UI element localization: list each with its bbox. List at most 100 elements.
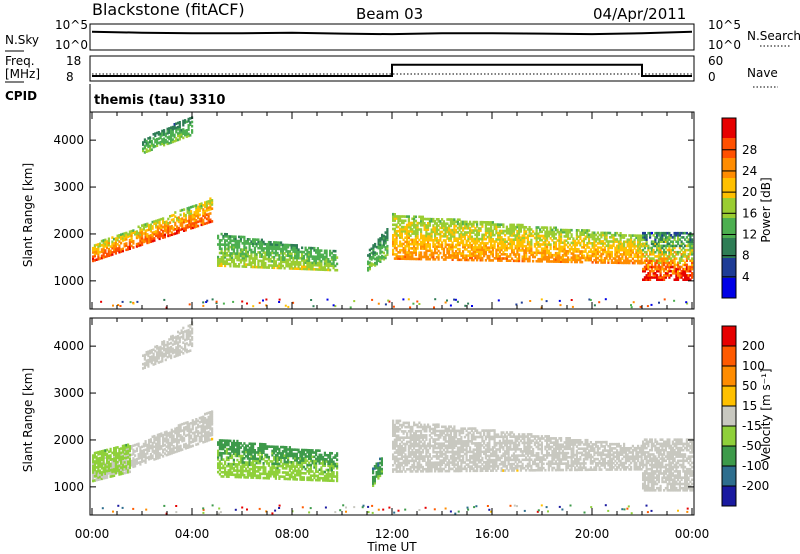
power-cell: [287, 250, 290, 253]
power-cell: [463, 237, 466, 241]
power-cell: [95, 247, 98, 251]
power-cell: [477, 256, 480, 260]
power-cell: [434, 222, 437, 225]
power-cell: [560, 260, 563, 263]
power-cell: [377, 238, 380, 241]
power-cell: [579, 258, 582, 262]
sky-right-tick-top: 10^5: [708, 18, 741, 32]
power-cell: [554, 247, 557, 251]
power-cell: [175, 137, 178, 140]
power-cell: [416, 223, 419, 227]
power-cell: [654, 272, 657, 275]
power-cell: [605, 252, 608, 256]
power-cell: [178, 123, 181, 126]
power-cell: [652, 276, 655, 279]
power-cell: [191, 224, 194, 227]
power-cell: [498, 223, 501, 226]
power-cell: [456, 258, 459, 262]
power-colorbar-tick-label: 16: [742, 206, 757, 220]
power-cell: [158, 220, 161, 224]
power-cell: [414, 232, 417, 235]
power-cell: [637, 259, 640, 263]
power-cell: [523, 255, 526, 259]
power-cell: [563, 249, 566, 253]
power-cell: [575, 248, 578, 251]
power-cell: [643, 259, 646, 262]
power-cell: [591, 246, 594, 249]
power-cell: [467, 231, 470, 234]
power-colorbar-swatch: [722, 198, 736, 218]
power-cell: [153, 222, 156, 225]
power-cell: [225, 258, 228, 261]
power-cell: [374, 242, 377, 246]
power-cell: [539, 228, 542, 231]
power-cell: [497, 238, 500, 241]
power-cell: [616, 231, 619, 235]
power-cell: [463, 243, 466, 247]
power-cell: [189, 134, 192, 137]
power-cell: [225, 243, 228, 247]
power-cell: [516, 236, 519, 239]
power-cell: [114, 247, 117, 251]
power-cell: [610, 236, 613, 239]
power-cell: [285, 254, 288, 257]
power-cell: [512, 223, 515, 227]
power-cell: [635, 255, 638, 259]
power-cell: [434, 230, 437, 234]
power-cell: [222, 302, 225, 305]
power-cell: [621, 234, 624, 237]
power-cell: [99, 244, 102, 248]
power-cell: [421, 240, 424, 244]
power-cell: [190, 222, 193, 226]
power-cell: [421, 219, 424, 223]
nave-label: Nave: [747, 66, 778, 80]
power-cell: [516, 246, 519, 250]
power-cell: [141, 234, 144, 238]
power-cell: [455, 254, 458, 257]
power-cell: [539, 257, 542, 261]
power-cell: [532, 230, 535, 233]
power-cell: [554, 232, 557, 236]
power-cell: [472, 225, 475, 228]
power-cell: [421, 238, 424, 242]
power-cell: [197, 212, 200, 215]
power-cell: [479, 242, 482, 245]
power-cell: [151, 227, 154, 230]
power-cell: [444, 243, 447, 247]
power-cell: [111, 242, 114, 246]
power-cell: [393, 246, 396, 250]
power-cell: [207, 214, 210, 218]
power-cell: [593, 233, 596, 237]
power-cell: [407, 244, 410, 248]
power-cell: [267, 245, 270, 248]
power-cell: [588, 256, 591, 260]
power-ytick-label: 3000: [53, 180, 84, 194]
power-cell: [602, 248, 605, 252]
power-cell: [407, 232, 410, 235]
power-cell: [193, 217, 196, 220]
power-cell: [654, 263, 657, 267]
power-cell: [561, 256, 564, 259]
power-cell: [434, 239, 437, 242]
power-cell: [413, 249, 416, 252]
power-cell: [163, 131, 166, 134]
power-cell: [570, 245, 573, 249]
power-cell: [451, 247, 454, 251]
power-cell: [414, 230, 417, 233]
power-cell: [179, 228, 182, 231]
power-cell: [368, 255, 371, 258]
power-cell: [182, 136, 185, 140]
power-cell: [635, 249, 638, 252]
power-cell: [624, 240, 627, 244]
power-cell: [619, 238, 622, 241]
power-cell: [647, 261, 650, 265]
power-cell: [288, 252, 291, 255]
sky-left-tick-top: 10^5: [55, 18, 88, 32]
power-cell: [404, 215, 407, 218]
power-cell: [425, 238, 428, 242]
power-cell: [306, 265, 309, 269]
power-cell: [150, 140, 153, 143]
power-cell: [616, 240, 619, 243]
power-cell: [301, 254, 304, 258]
power-cell: [176, 225, 179, 228]
